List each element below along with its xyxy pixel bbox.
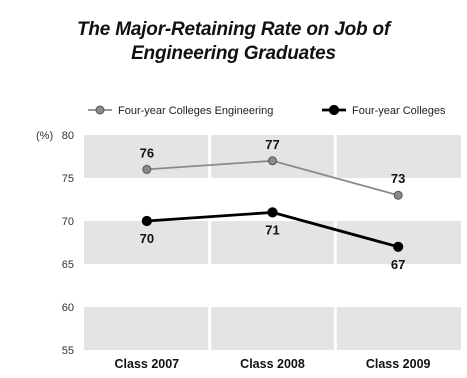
y-tick-label: 55 bbox=[62, 345, 74, 357]
grid-band bbox=[84, 307, 461, 350]
chart-title-line-2: Engineering Graduates bbox=[131, 43, 336, 64]
x-tick-label: Class 2009 bbox=[366, 357, 431, 371]
y-axis: 80 75 70 65 60 55 (%) bbox=[36, 130, 74, 357]
legend-label: Four-year Colleges bbox=[352, 105, 446, 117]
data-label: 73 bbox=[391, 171, 405, 186]
data-point bbox=[393, 241, 404, 252]
y-tick-label: 75 bbox=[62, 173, 74, 185]
data-point bbox=[141, 215, 152, 227]
data-label: 67 bbox=[391, 257, 405, 272]
y-tick-label: 70 bbox=[62, 216, 74, 228]
data-label: 77 bbox=[265, 137, 279, 152]
data-label: 70 bbox=[140, 231, 154, 246]
data-point bbox=[267, 207, 278, 218]
chart-title-line-1: The Major-Retaining Rate on Job of bbox=[76, 19, 391, 40]
data-point bbox=[142, 164, 152, 174]
data-label: 71 bbox=[265, 222, 279, 237]
y-tick-label: 80 bbox=[62, 130, 74, 142]
legend: Four-year Colleges Engineering Four-year … bbox=[88, 104, 446, 117]
series-points bbox=[141, 156, 404, 252]
data-point bbox=[393, 190, 403, 200]
data-point bbox=[268, 156, 277, 166]
y-axis-unit: (%) bbox=[36, 130, 53, 142]
data-label: 76 bbox=[140, 145, 154, 160]
grid-band bbox=[84, 264, 461, 307]
legend-label: Four-year Colleges Engineering bbox=[118, 105, 273, 117]
x-tick-label: Class 2007 bbox=[115, 357, 180, 371]
data-labels: 76 77 73 70 71 67 bbox=[140, 137, 406, 272]
x-tick-label: Class 2008 bbox=[240, 357, 305, 371]
legend-marker bbox=[328, 104, 340, 116]
legend-marker bbox=[95, 105, 105, 115]
plot-background-bands bbox=[84, 135, 461, 350]
y-tick-label: 60 bbox=[62, 302, 74, 314]
x-axis: Class 2007 Class 2008 Class 2009 bbox=[115, 357, 431, 371]
chart-title: The Major-Retaining Rate on Job of Engin… bbox=[0, 18, 467, 66]
y-tick-label: 65 bbox=[62, 259, 74, 271]
